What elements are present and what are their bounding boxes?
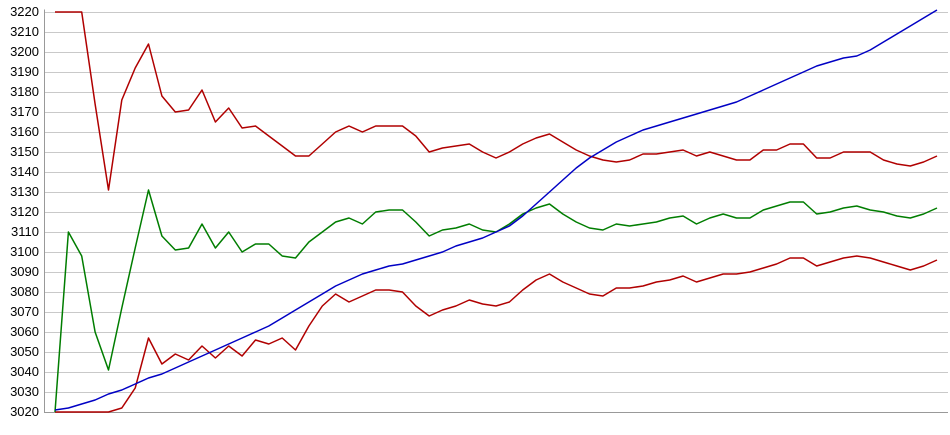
y-tick-label-3180: 3180	[10, 84, 39, 99]
y-tick-label-3020: 3020	[10, 404, 39, 419]
y-tick-label-3060: 3060	[10, 324, 39, 339]
y-tick-label-3040: 3040	[10, 364, 39, 379]
y-tick-label-3160: 3160	[10, 124, 39, 139]
y-axis-labels: 3020 3030 3040 3050 3060 3070 3080 3090 3100 3110…	[10, 4, 39, 419]
y-tick-label-3170: 3170	[10, 104, 39, 119]
ascending-blue-line	[54, 9, 938, 411]
middle-green-line	[54, 189, 938, 413]
lower-red-band	[55, 255, 938, 413]
y-tick-label-3030: 3030	[10, 384, 39, 399]
y-tick-label-3070: 3070	[10, 304, 39, 319]
y-tick-label-3090: 3090	[10, 264, 39, 279]
y-tick-label-3150: 3150	[10, 144, 39, 159]
y-tick-label-3220: 3220	[10, 4, 39, 19]
gridlines	[44, 12, 948, 413]
y-tick-label-3190: 3190	[10, 64, 39, 79]
y-tick-label-3130: 3130	[10, 184, 39, 199]
y-tick-label-3080: 3080	[10, 284, 39, 299]
y-tick-label-3140: 3140	[10, 164, 39, 179]
upper-red-band	[55, 11, 938, 191]
y-tick-label-3110: 3110	[11, 224, 39, 239]
y-tick-label-3050: 3050	[10, 344, 39, 359]
y-tick-label-3120: 3120	[10, 204, 39, 219]
y-tick-label-3210: 3210	[10, 24, 39, 39]
y-tick-label-3100: 3100	[10, 244, 39, 259]
y-tick-label-3200: 3200	[10, 44, 39, 59]
